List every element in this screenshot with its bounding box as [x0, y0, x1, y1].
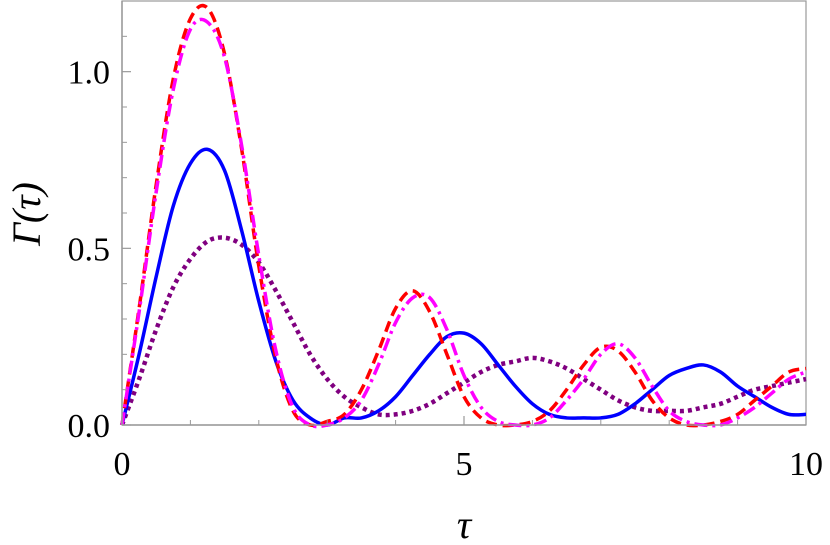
x-axis-label: τ [457, 502, 473, 545]
y-tick-label: 0.0 [68, 408, 111, 445]
series-line-dotted [119, 235, 807, 426]
y-axis-label: Γ(τ) [4, 182, 49, 247]
axis-layer: 0 5 10 0.0 0.5 1.0 [68, 1, 823, 483]
x-tick-label: 10 [789, 446, 823, 483]
series-line-solid [120, 147, 807, 427]
y-tick-label: 0.5 [68, 231, 111, 268]
plot-frame [121, 0, 807, 426]
series-layer [119, 3, 807, 429]
series-line-dashed [120, 3, 807, 428]
x-tick-label: 5 [456, 446, 473, 483]
y-tick-label: 1.0 [68, 55, 111, 92]
x-tick-label: 0 [114, 446, 131, 483]
